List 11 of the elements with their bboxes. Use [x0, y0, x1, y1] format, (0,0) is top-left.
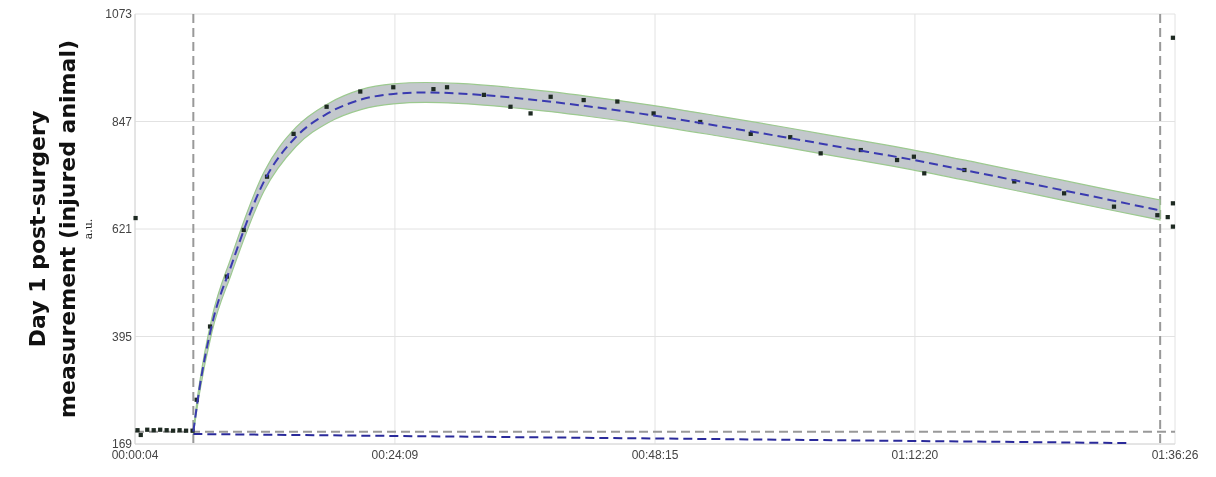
- x-tick-label: 01:36:26: [1151, 448, 1199, 462]
- text: Day 1 post-surgery measurement (injured animal): [25, 40, 80, 418]
- y-axis-title: a.u.: [82, 218, 95, 240]
- x-tick-label: 00:00:04: [111, 448, 159, 462]
- y-tick-label: 847: [111, 114, 133, 129]
- y-tick-label: 1073: [105, 7, 133, 22]
- x-tick-label: 00:48:15: [631, 448, 679, 462]
- x-tick-label: 01:12:20: [891, 448, 939, 462]
- y-tick-label: 395: [111, 329, 133, 344]
- x-tick-label: 00:24:09: [371, 448, 419, 462]
- y-tick-label: 621: [111, 222, 133, 237]
